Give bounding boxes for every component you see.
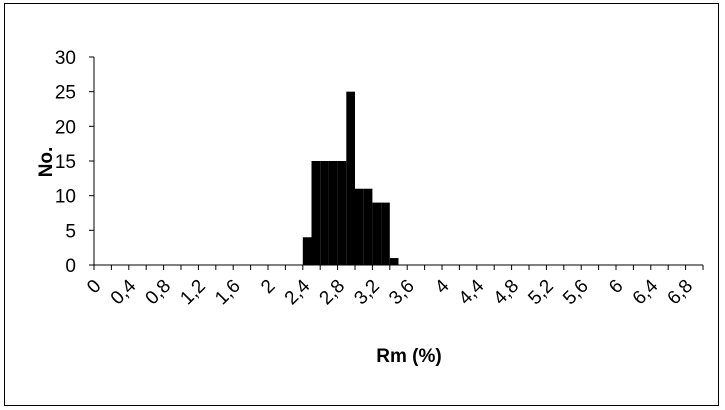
x-tick-label: 0,8 [142,276,176,310]
y-axis-ticks: 0 5 10 15 20 25 30 [55,48,94,277]
y-tick-label: 30 [55,48,76,69]
x-tick-label: 4,4 [455,275,489,309]
x-axis-ticks: 0 0,4 0,8 1,2 1,6 2 2,4 2,8 3,2 3,6 4 4,4 4,8 5,2 5,6 6… [83,265,704,310]
bar-1 [311,161,321,265]
x-tick-label: 1,2 [176,276,210,310]
x-tick-label: 5,2 [524,276,558,310]
x-tick-label: 4 [431,275,454,298]
x-tick-label: 3,6 [385,276,419,310]
bar-2 [320,161,329,265]
y-tick-label: 0 [65,256,76,277]
x-tick-label: 0 [83,276,105,298]
bar-6 [355,188,364,265]
x-axis-title: Rm (%) [376,346,441,367]
x-tick-label: 6,8 [664,276,698,310]
bar-8 [372,202,382,265]
bar-10 [389,258,399,265]
x-tick-label: 0,4 [107,275,141,309]
y-tick-label: 15 [55,152,76,173]
bars-group [302,91,399,266]
y-tick-label: 10 [55,187,76,208]
x-tick-label: 1,6 [211,276,245,310]
bar-3 [328,161,338,265]
x-tick-label: 2,8 [316,276,350,310]
bar-7 [363,188,373,265]
bar-9 [381,202,390,265]
y-tick-label: 5 [65,221,76,242]
x-tick-label: 6,4 [629,275,663,309]
bar-0 [302,237,312,265]
bar-5 [346,91,355,266]
x-tick-label: 4,8 [490,276,524,310]
x-tick-label: 3,2 [350,276,384,310]
x-tick-label: 6 [605,276,627,298]
y-axis-title: No. [36,147,57,178]
x-tick-label: 5,6 [559,276,593,310]
x-tick-label: 2,4 [281,275,315,309]
y-tick-label: 20 [55,117,76,138]
y-tick-label: 25 [55,83,76,104]
x-tick-label: 2 [257,276,279,298]
bar-4 [337,161,347,265]
